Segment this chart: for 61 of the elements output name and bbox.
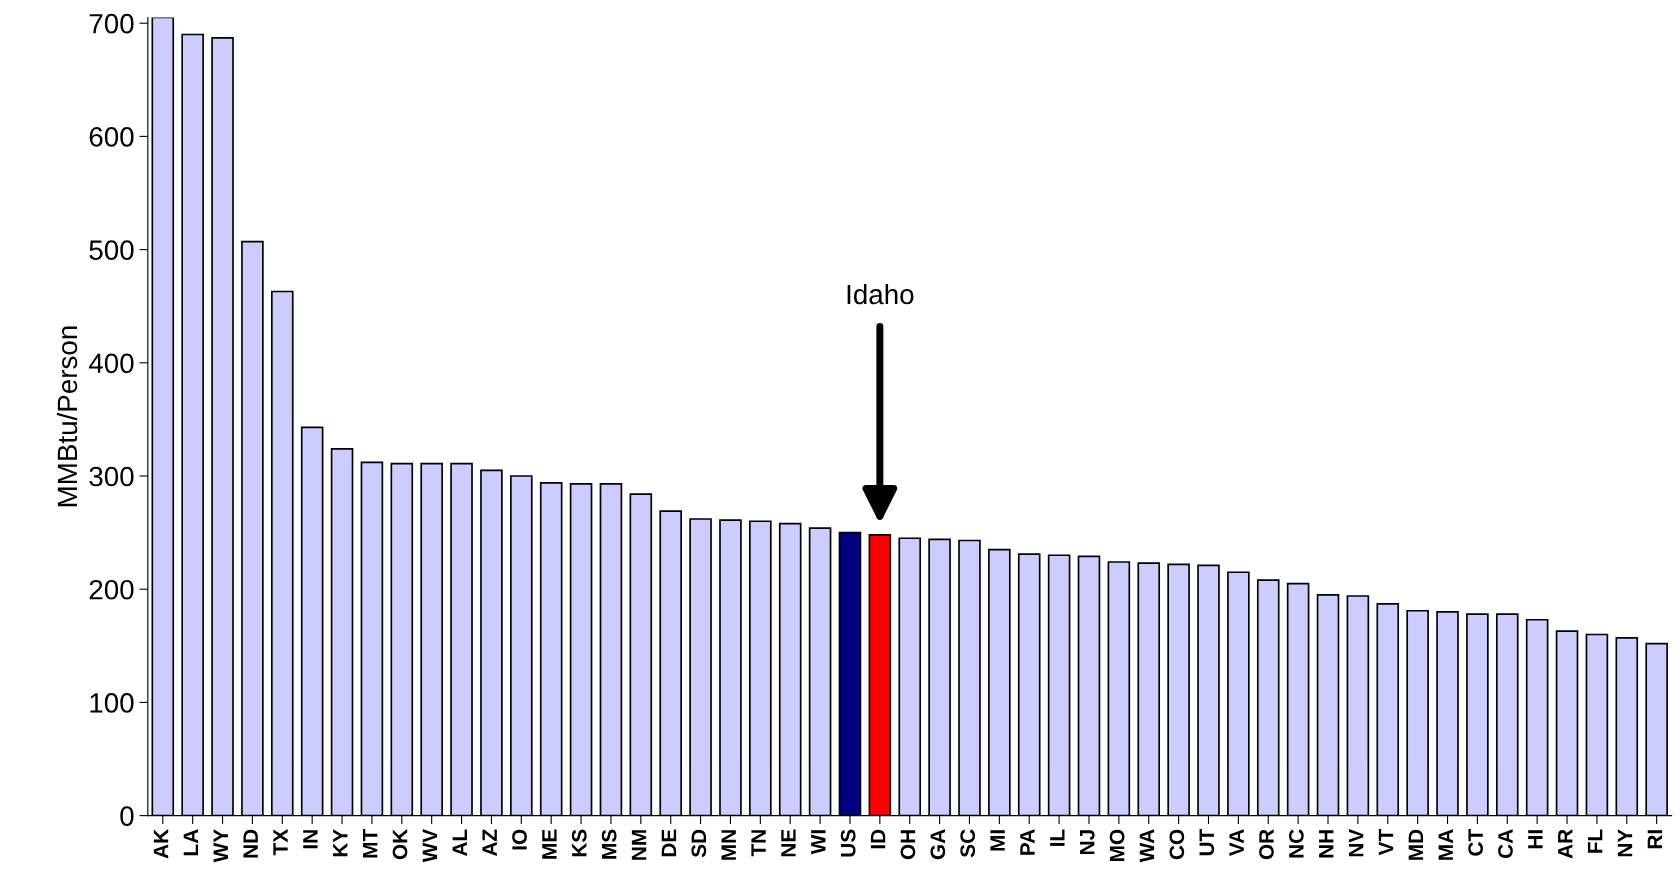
x-tick-label: ID [870, 829, 886, 849]
x-tick-label: OR [1259, 829, 1274, 860]
x-tick-label: SC [960, 829, 976, 858]
x-tick-label: GA [930, 829, 946, 860]
x-tick-label: IN [303, 830, 318, 849]
x-tick-label: KS [571, 829, 587, 857]
x-tick-label: NJ [1080, 830, 1095, 855]
x-tick-label: NC [1288, 829, 1304, 858]
x-tick-label: KY [333, 829, 348, 857]
x-tick-label: WY [213, 829, 228, 863]
x-tick-label: MA [1438, 829, 1453, 860]
x-tick-label: ME [542, 829, 557, 859]
x-tick-label: ND [243, 829, 258, 858]
x-tick-label: NM [631, 830, 647, 860]
y-tick-label: 600 [89, 127, 134, 147]
x-tick-label: TN [751, 830, 766, 857]
x-tick-label: IL [1050, 829, 1065, 846]
x-tick-label: TX [273, 828, 288, 856]
x-tick-label: MO [1109, 829, 1125, 861]
y-tick-label: 200 [89, 579, 134, 600]
x-tick-label: WA [1139, 829, 1155, 863]
x-tick-label: LA [183, 829, 199, 856]
x-tick-label: WI [811, 830, 826, 855]
x-tick-label: CO [1169, 829, 1185, 860]
x-tick-label: NY [1617, 829, 1633, 857]
x-tick-label: SD [691, 829, 707, 858]
x-tick-label: CA [1498, 829, 1513, 859]
x-tick-label: UT [1199, 829, 1215, 856]
x-tick-label: VA [1229, 829, 1244, 857]
x-tick-label: FL [1587, 829, 1603, 853]
x-tick-label: AK [153, 829, 169, 859]
x-tick-label: RI [1647, 830, 1663, 849]
y-tick-label: 0 [120, 806, 134, 826]
x-tick-label: AZ [482, 829, 497, 857]
y-axis-title: MMBtu/Person [56, 326, 78, 507]
x-tick-label: VT [1378, 829, 1394, 856]
x-tick-label: NE [781, 829, 796, 857]
x-tick-label: MD [1408, 829, 1424, 860]
x-tick-label: IO [512, 829, 527, 850]
x-tick-label: NV [1348, 828, 1364, 857]
x-tick-label: AL [452, 829, 467, 857]
x-tick-label: OK [392, 829, 408, 860]
x-tick-label: AR [1558, 829, 1573, 859]
x-tick-label: MI [990, 830, 1005, 851]
x-tick-label: MT [362, 829, 378, 858]
x-tick-label: CT [1468, 829, 1483, 856]
x-tick-label: NH [1319, 830, 1334, 858]
annotation: Idaho [847, 283, 914, 305]
x-tick-label: MS [601, 829, 617, 859]
y-tick-label: 100 [90, 693, 134, 713]
x-tick-label: OH [900, 830, 916, 860]
y-tick-label: 300 [89, 466, 134, 487]
x-tick-label: PA [1020, 829, 1035, 855]
x-tick-label: MN [721, 830, 736, 860]
x-tick-label: DE [661, 829, 677, 857]
x-tick-label: WV [422, 828, 438, 863]
y-tick-label: 400 [88, 353, 134, 374]
y-tick-label: 500 [89, 240, 134, 260]
y-tick-label: 700 [89, 13, 134, 34]
x-tick-label: US [840, 829, 856, 857]
x-tick-label: HI [1528, 830, 1543, 849]
